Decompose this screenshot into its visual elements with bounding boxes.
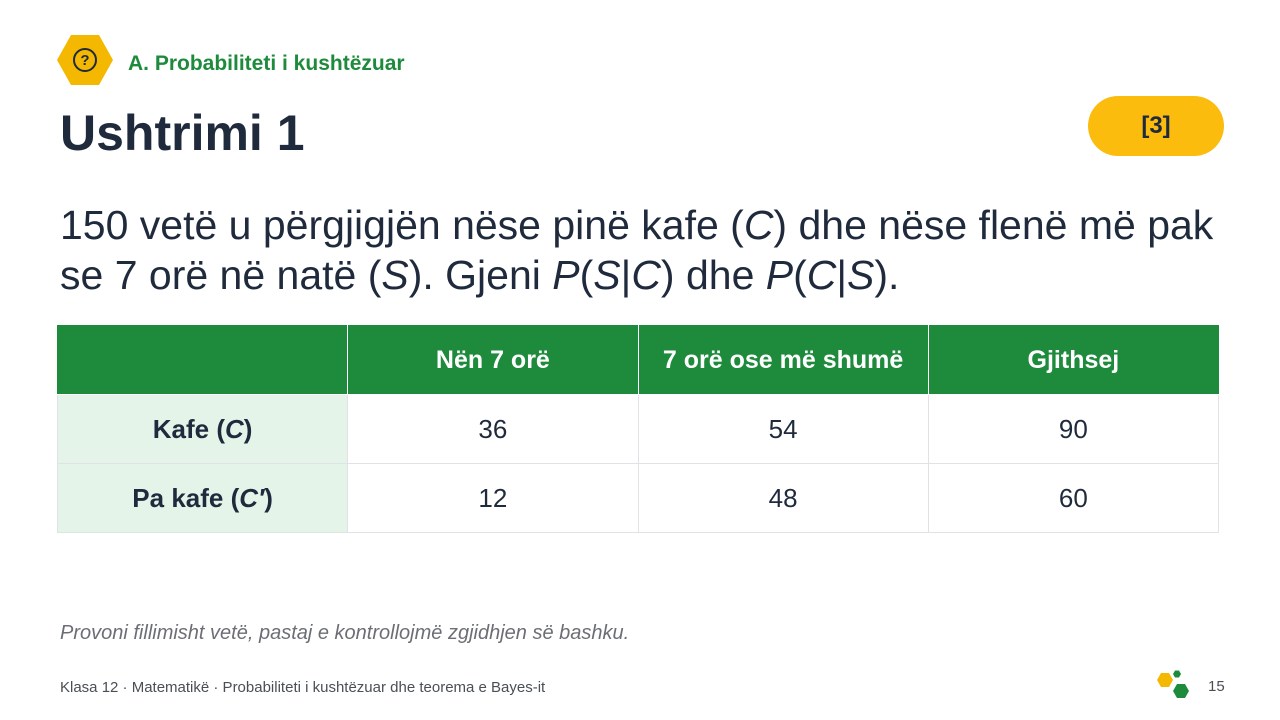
question-text: 150 vetë u përgjigjën nëse pinë kafe (C)… (60, 202, 1214, 298)
hexagon-cluster-logo (1157, 670, 1189, 698)
header-cell-empty (56, 325, 349, 395)
instruction-note: Provoni fillimisht vetë, pastaj e kontro… (60, 622, 630, 644)
header-cell-under-7: Nën 7 orë (347, 325, 639, 395)
page-number: 15 (1208, 678, 1225, 695)
header-cell-total: Gjithsej (927, 325, 1220, 395)
table-cell: 54 (637, 394, 929, 464)
table-cell: 48 (637, 463, 929, 533)
row-header-coffee: Kafe (C) (56, 394, 349, 464)
question-mark-icon: ? (73, 48, 97, 72)
table-cell: 12 (347, 463, 639, 533)
footer-text: Klasa 12 · Matematikë · Probabiliteti i … (60, 679, 546, 696)
table-row: Pa kafe (C′) 12 48 60 (56, 463, 1220, 533)
row-header-no-coffee: Pa kafe (C′) (56, 463, 349, 533)
table-row: Kafe (C) 36 54 90 (56, 394, 1220, 464)
table-cell: 90 (927, 394, 1220, 464)
question-badge-hexagon: ? (57, 35, 113, 85)
table-cell: 36 (347, 394, 639, 464)
data-table: Nën 7 orë 7 orë ose më shumë Gjithsej Ka… (56, 325, 1220, 533)
table-header-row: Nën 7 orë 7 orë ose më shumë Gjithsej (56, 325, 1220, 395)
table-cell: 60 (927, 463, 1220, 533)
header-cell-7-or-more: 7 orë ose më shumë (637, 325, 929, 395)
section-label: A. Probabiliteti i kushtëzuar (128, 52, 405, 75)
marks-badge: [3] (1088, 96, 1224, 156)
page-title: Ushtrimi 1 (60, 105, 305, 161)
